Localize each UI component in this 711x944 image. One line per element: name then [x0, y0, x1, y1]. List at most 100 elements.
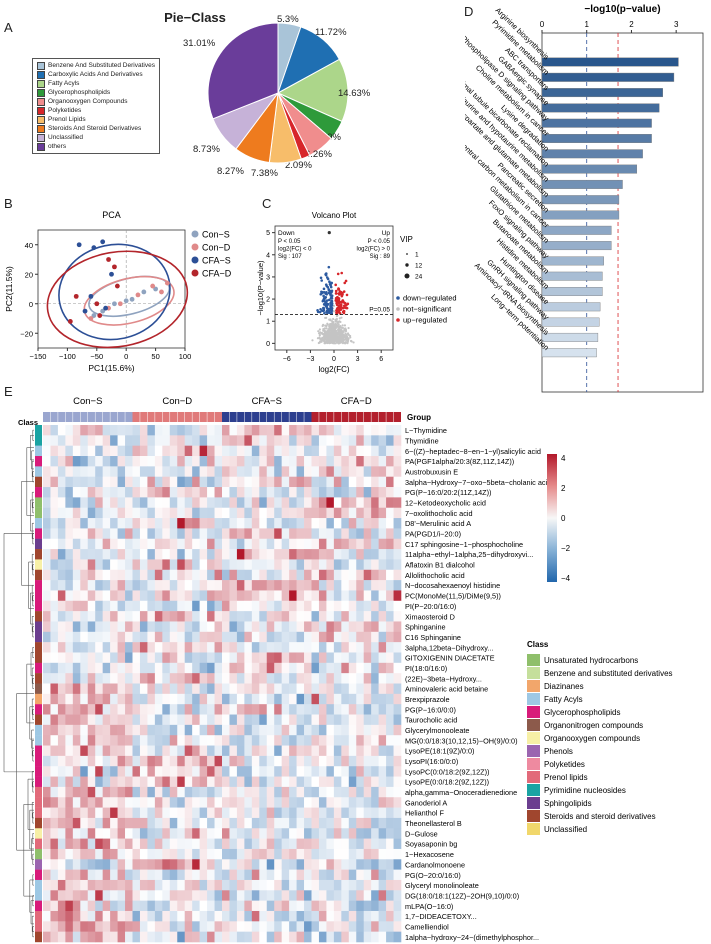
heatmap-cell: [57, 631, 66, 643]
heatmap-cell: [125, 838, 133, 850]
heatmap-cell: [266, 931, 275, 943]
heatmap-cell: [333, 590, 342, 602]
heatmap-class-legend-swatch: [527, 706, 540, 718]
heatmap-cell: [393, 497, 402, 509]
heatmap-cell: [95, 724, 103, 736]
heatmap-cell: [87, 848, 96, 860]
heatmap-cell: [207, 652, 215, 664]
heatmap-cell: [169, 518, 178, 529]
heatmap-cell: [393, 869, 402, 881]
heatmap-cell: [125, 683, 133, 695]
heatmap-cell: [177, 879, 186, 891]
heatmap-cell: [341, 611, 350, 622]
heatmap-cell: [311, 900, 320, 912]
heatmap-cell: [289, 869, 297, 881]
heatmap-cell: [341, 704, 350, 715]
heatmap-cell: [289, 786, 297, 798]
heatmap-cell: [184, 931, 193, 943]
heatmap-cell: [154, 559, 163, 571]
heatmap-cell: [125, 859, 133, 870]
heatmap-cell: [222, 487, 230, 498]
heatmap-cell: [341, 600, 350, 612]
heatmap-cell: [192, 693, 200, 705]
heatmap-cell: [214, 714, 223, 726]
heatmap-cell: [311, 425, 320, 436]
heatmap-cell: [363, 476, 372, 488]
heatmap-cell: [378, 621, 387, 633]
heatmap-cell: [184, 859, 193, 870]
volcano-point-ns: [340, 332, 343, 335]
heatmap-cell: [214, 621, 223, 633]
heatmap-row-label: LysoPI(16:0/0:0): [405, 757, 458, 766]
heatmap-cell: [304, 921, 312, 932]
heatmap-cell: [154, 425, 163, 436]
heatmap-cell: [371, 828, 379, 839]
volcano-point-down: [320, 279, 323, 282]
heatmap-cell: [371, 652, 379, 664]
heatmap-cell: [192, 569, 200, 581]
heatmap-cell: [393, 538, 402, 550]
heatmap-cell: [57, 518, 66, 529]
heatmap-cell: [177, 890, 186, 901]
heatmap-cell: [72, 838, 81, 850]
heatmap-cell: [333, 652, 342, 664]
pca-xtick-label: −50: [90, 352, 103, 361]
heatmap-cell: [266, 786, 275, 798]
heatmap-cell: [43, 693, 51, 705]
pie-legend-item: Polyketides: [37, 106, 155, 115]
heatmap-cell: [177, 652, 186, 664]
heatmap-cell: [65, 507, 74, 519]
volcano-point-ns: [333, 342, 336, 345]
pie-legend-label: Unclassified: [48, 134, 84, 141]
heatmap-cell: [177, 704, 186, 715]
heatmap-cell: [229, 538, 238, 550]
heatmap-cell: [184, 466, 193, 477]
heatmap-cell: [274, 776, 282, 788]
heatmap-cell: [244, 797, 253, 808]
heatmap-cell: [214, 652, 223, 664]
heatmap-cell: [363, 859, 372, 870]
heatmap-cell: [102, 538, 111, 550]
heatmap-cell: [80, 693, 89, 705]
heatmap-cell: [266, 797, 275, 808]
heatmap-cell: [192, 621, 200, 633]
heatmap-cell: [65, 890, 74, 901]
heatmap-cell: [296, 580, 305, 591]
heatmap-cell: [43, 786, 51, 798]
heatmap-cell: [162, 435, 171, 446]
heatmap-cell: [289, 652, 297, 664]
heatmap-cell: [378, 497, 387, 509]
heatmap-cell: [192, 600, 200, 612]
heatmap-cell: [363, 786, 372, 798]
heatmap-cell: [259, 890, 268, 901]
heatmap-cell: [393, 910, 402, 922]
volcano-down-line: Sig : 107: [278, 254, 302, 260]
volcano-point-ns: [340, 339, 344, 342]
heatmap-cell: [229, 745, 238, 757]
volcano-point-ns: [342, 330, 345, 333]
heatmap-cell: [311, 869, 320, 881]
volcano-point-down: [319, 292, 323, 296]
pca-point: [91, 245, 97, 251]
heatmap-cell: [236, 600, 245, 612]
heatmap-cell: [50, 487, 59, 498]
volcano-point-down: [322, 306, 326, 310]
heatmap-cell: [110, 786, 118, 798]
heatmap-cell: [87, 838, 96, 850]
heatmap-cell: [333, 600, 342, 612]
heatmap-cell: [139, 435, 148, 446]
heatmap-cell: [222, 528, 230, 540]
heatmap-cell: [393, 807, 402, 819]
heatmap-cell: [229, 652, 238, 664]
heatmap-cell: [43, 507, 51, 519]
heatmap-cell: [214, 755, 223, 767]
heatmap-cell: [371, 921, 379, 932]
heatmap-cell: [318, 476, 327, 488]
heatmap-cell: [311, 683, 320, 695]
heatmap-cell: [259, 776, 268, 788]
heatmap-row-label: LysoPC(0:0/18:2(9Z,12Z)): [405, 767, 490, 776]
heatmap-cell: [154, 621, 163, 633]
heatmap-cell: [251, 580, 260, 591]
heatmap-row-label: Ganoderiol A: [405, 798, 447, 807]
heatmap-cell: [326, 931, 335, 943]
